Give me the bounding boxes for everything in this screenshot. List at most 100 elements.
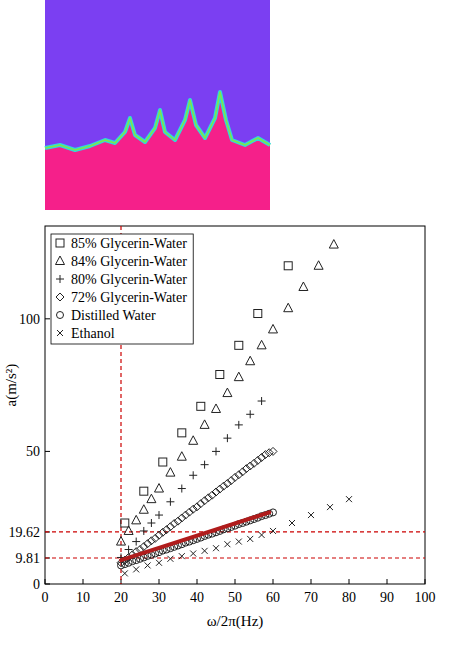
data-point [155,511,163,519]
lower-fluid [45,92,270,210]
x-tick [311,579,312,584]
data-point [247,536,253,542]
data-point [124,526,133,535]
data-point [235,421,243,429]
data-point [177,452,186,461]
series-points [118,509,277,569]
data-point [259,532,265,538]
fit-line [121,512,269,560]
data-point [254,310,262,318]
data-point [314,261,323,270]
interface-inner [45,92,270,150]
data-point [155,484,164,493]
data-point [121,519,129,527]
data-point [212,404,221,413]
x-tick [387,579,388,584]
data-point [202,548,208,554]
data-point [200,420,209,429]
legend-marker [56,256,65,265]
legend-marker [56,239,64,247]
x-tick [159,579,160,584]
legend-marker [57,330,63,336]
x-tick-label: 40 [190,590,204,605]
legend-marker [57,312,64,319]
data-point [139,505,148,514]
legend-label: Distilled Water [71,308,156,323]
data-point [147,519,155,527]
y-tick-label: 19.62 [9,525,41,540]
data-point [346,496,352,502]
data-point [140,527,148,535]
series-points [117,447,277,566]
data-point [270,528,276,534]
x-tick [349,579,350,584]
data-point [156,560,162,566]
y-tick-label: 100 [19,312,40,327]
legend: 85% Glycerin-Water84% Glycerin-Water80% … [51,234,193,344]
data-point [289,520,295,526]
x-tick-label: 30 [152,590,166,605]
data-point [284,262,292,270]
y-axis-title: a(m/s²) [3,364,20,407]
legend-label: 84% Glycerin-Water [71,254,187,269]
legend-label: 85% Glycerin-Water [71,236,187,251]
data-point [246,356,255,365]
x-tick-label: 10 [76,590,90,605]
x-tick [425,579,426,584]
data-point [166,498,174,506]
data-point [167,556,173,562]
data-point [178,429,186,437]
y-tick-label: 0 [33,577,40,592]
legend-marker [56,275,64,283]
x-tick-label: 50 [228,590,242,605]
y-tick-label: 9.81 [16,551,41,566]
data-point [299,282,308,291]
x-tick-label: 20 [114,590,128,605]
data-point [236,539,242,545]
data-point [216,371,224,379]
figure: 0 10 20 30 40 50 60 70 80 90 100 0 9.81 19.62 50 100 ω/2… [0,0,449,650]
x-tick-label: 60 [266,590,280,605]
data-point [212,447,220,455]
data-point [147,494,156,503]
x-tick-label: 90 [380,590,394,605]
simulation-image [45,0,270,210]
series-points [122,496,352,576]
data-point [213,545,219,551]
x-tick [83,579,84,584]
x-tick-label: 0 [42,590,49,605]
x-tick-label: 70 [304,590,318,605]
interface-outer [45,92,270,150]
data-point [189,436,198,445]
x-tick-label: 80 [342,590,356,605]
data-point [235,341,243,349]
data-point [122,570,128,576]
data-point [201,461,209,469]
x-tick [197,579,198,584]
data-point [189,471,197,479]
data-point [197,402,205,410]
data-point [132,515,141,524]
reference-line-y [45,557,425,558]
data-point [329,240,338,249]
data-point [159,458,167,466]
data-point [178,485,186,493]
plot-frame [45,226,425,584]
data-point [234,372,243,381]
upper-fluid [45,0,270,210]
data-point [132,538,140,546]
legend-label: 72% Glycerin-Water [71,290,187,305]
data-point [133,566,139,572]
data-point [190,551,196,557]
x-axis-title: ω/2π(Hz) [207,613,264,630]
reference-line-y [45,531,425,532]
data-point [166,468,175,477]
y-tick-label: 50 [26,444,40,459]
data-point [223,388,232,397]
data-point [224,541,230,547]
x-tick [45,579,46,584]
data-point [140,487,148,495]
data-point [258,397,266,405]
x-tick-label: 100 [415,590,436,605]
data-point [284,303,293,312]
